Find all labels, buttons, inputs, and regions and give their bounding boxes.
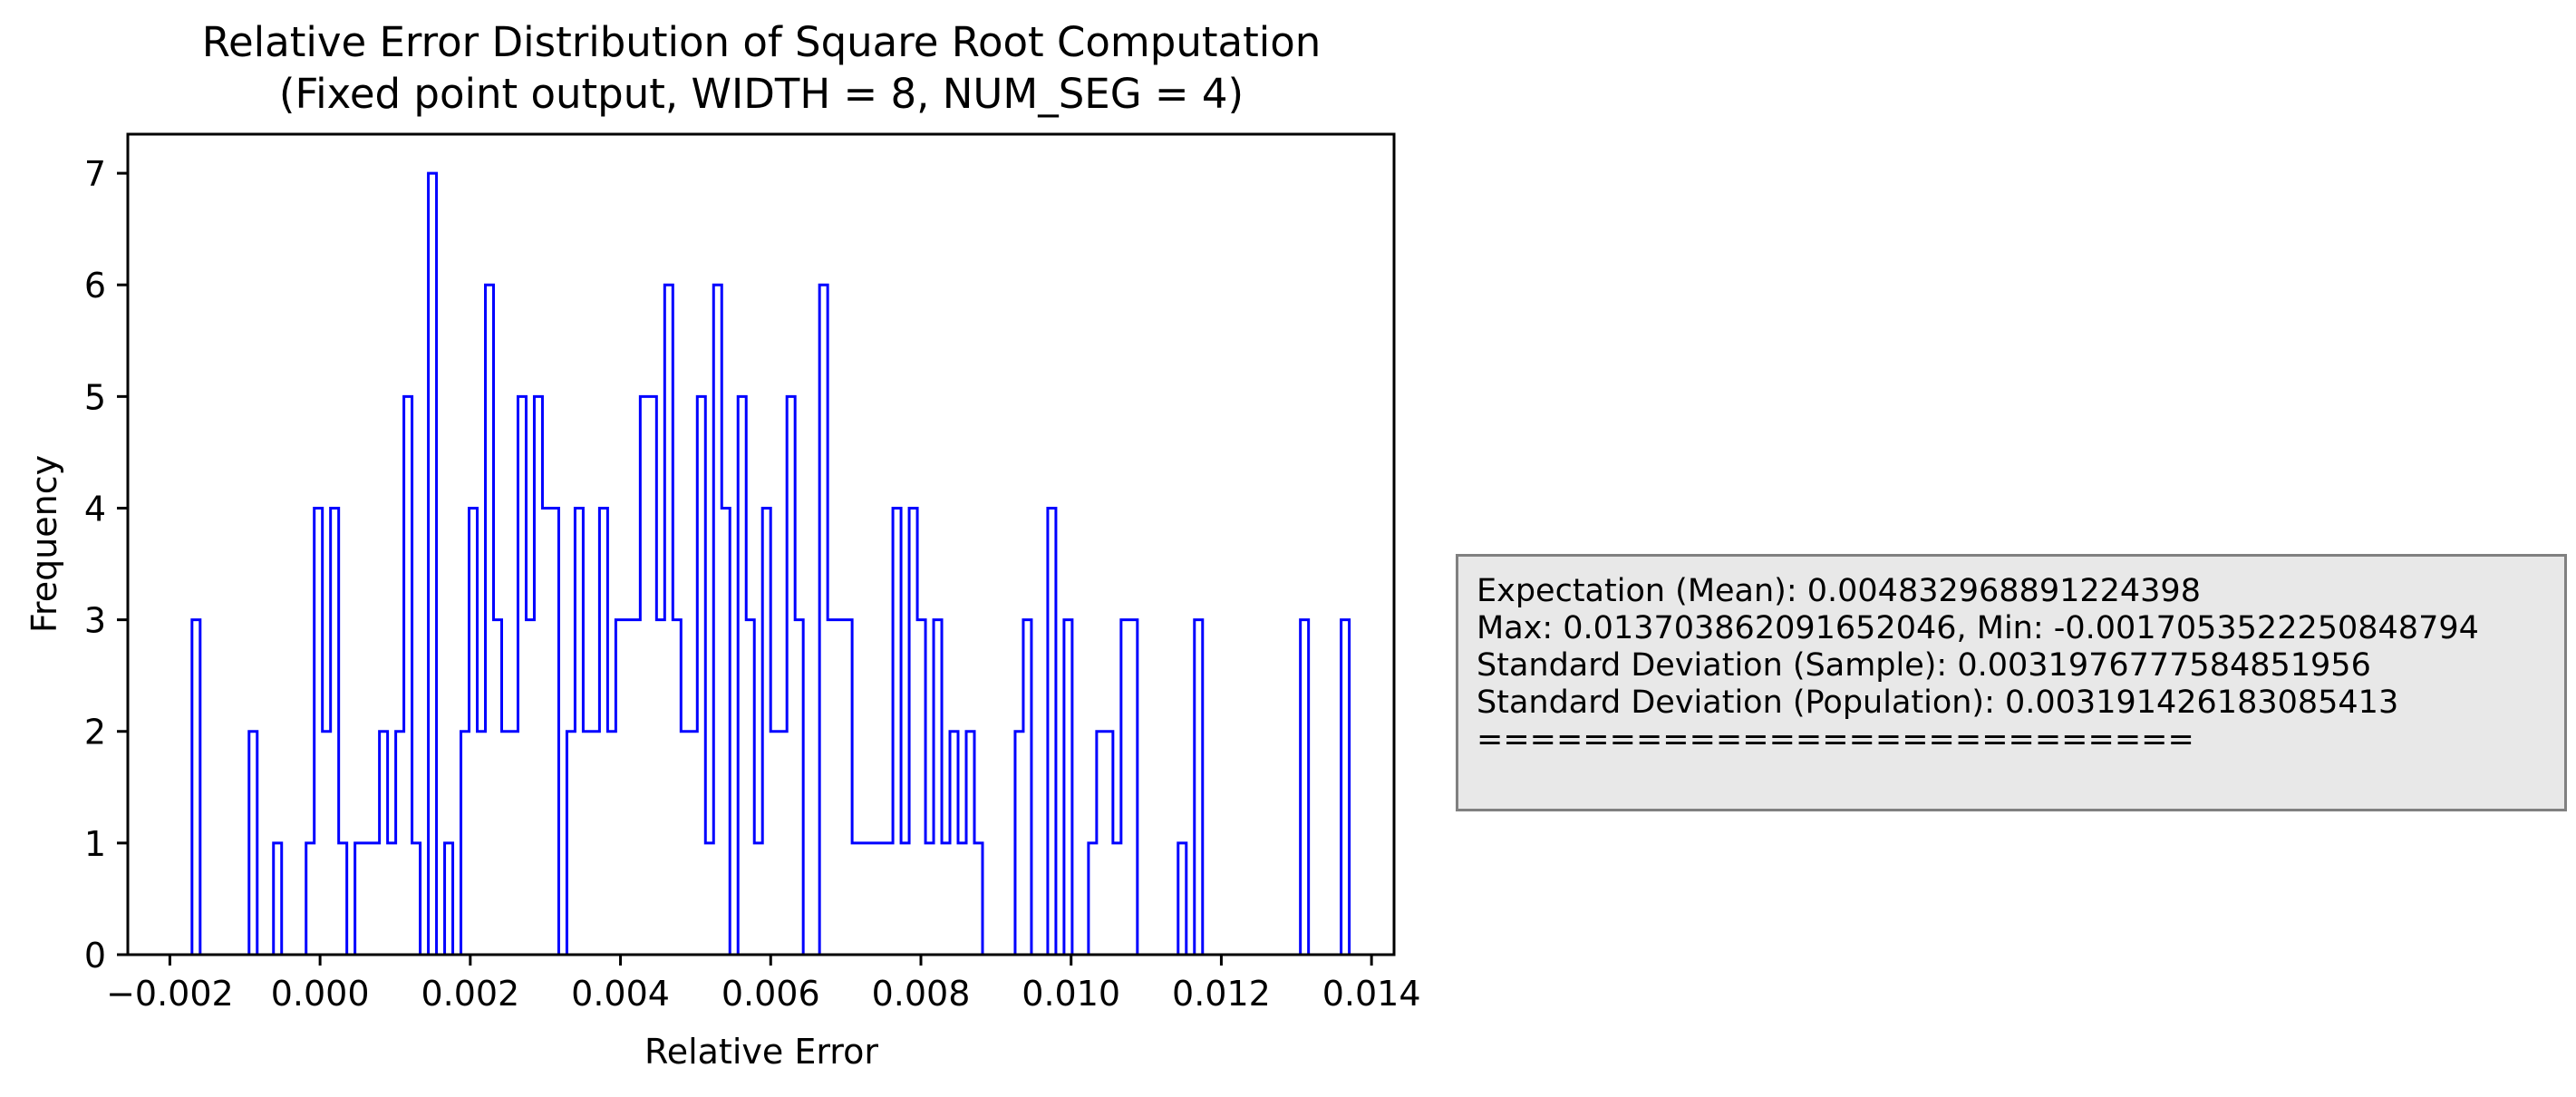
plot-area-frame <box>126 132 1396 956</box>
stats-std-population: Standard Deviation (Population): 0.00319… <box>1477 684 2399 721</box>
y-tick-label: 1 <box>84 824 106 864</box>
y-tick-label: 3 <box>84 601 106 641</box>
statistics-textbox: Expectation (Mean): 0.004832968891224398… <box>1456 554 2567 811</box>
x-tick-label: 0.012 <box>1172 974 1271 1014</box>
x-axis-label: Relative Error <box>644 1032 878 1072</box>
histogram-step-line <box>190 171 1351 956</box>
y-tick-label: 6 <box>84 266 106 306</box>
stats-max-min: Max: 0.013703862091652046, Min: -0.00170… <box>1477 610 2479 646</box>
stats-separator: =========================== <box>1477 722 2194 758</box>
x-tick-label: −0.002 <box>106 974 234 1014</box>
x-tick-label: 0.004 <box>571 974 670 1014</box>
x-tick-label: 0.014 <box>1322 974 1421 1014</box>
y-tick-label: 7 <box>84 154 106 194</box>
y-tick-label: 0 <box>84 936 106 976</box>
y-axis-ticks: 0 1 2 3 4 5 6 7 <box>84 154 128 976</box>
y-axis-label: Frequency <box>24 455 64 633</box>
y-tick-label: 4 <box>84 489 106 529</box>
x-tick-label: 0.002 <box>421 974 519 1014</box>
x-tick-label: 0.000 <box>271 974 370 1014</box>
stats-std-sample: Standard Deviation (Sample): 0.003197677… <box>1477 647 2371 684</box>
x-axis-ticks: −0.002 0.000 0.002 0.004 0.006 0.008 0.010 0.01… <box>106 955 1421 1014</box>
x-tick-label: 0.006 <box>721 974 820 1014</box>
chart-subtitle: (Fixed point output, WIDTH = 8, NUM_SEG … <box>279 70 1244 118</box>
x-tick-label: 0.008 <box>872 974 971 1014</box>
chart-title: Relative Error Distribution of Square Ro… <box>202 18 1322 66</box>
stats-mean: Expectation (Mean): 0.004832968891224398 <box>1477 573 2201 609</box>
y-tick-label: 2 <box>84 713 106 752</box>
y-tick-label: 5 <box>84 377 106 417</box>
x-tick-label: 0.010 <box>1022 974 1120 1014</box>
